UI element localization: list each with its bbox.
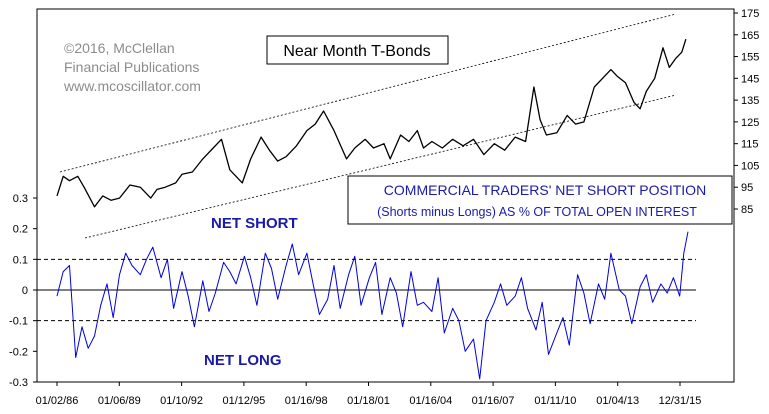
cot-net-short-series-line	[56, 231, 689, 380]
cot-title-box	[347, 175, 733, 225]
cot-subtitle: (Shorts minus Longs) AS % OF TOTAL OPEN …	[377, 205, 697, 219]
date-tick-label: 12/31/15	[659, 395, 702, 407]
price-tick-label: 85	[741, 204, 753, 216]
title-box	[266, 35, 449, 65]
price-tick-label: 145	[741, 73, 759, 85]
price-tick-label: 175	[741, 8, 759, 20]
date-tick-label: 01/04/13	[596, 395, 639, 407]
price-tick-label: 165	[741, 30, 759, 42]
date-axis-ticks: 01/02/86 01/06/89 01/10/92 01/12/95 01/16/98…	[36, 382, 702, 407]
cot-tick-label: 0.1	[13, 254, 28, 266]
price-tick-label: 95	[741, 182, 753, 194]
date-tick-label: 01/16/04	[409, 395, 452, 407]
cot-reference-lines	[37, 258, 696, 322]
cot-tick-label: 0.2	[13, 224, 28, 236]
date-tick-label: 01/10/92	[160, 395, 203, 407]
cot-axis-ticks: -0.3 -0.2 -0.1 0 0.1 0.2 0.3	[9, 193, 37, 389]
date-tick-label: 01/16/07	[472, 395, 515, 407]
cot-tick-label: -0.1	[9, 316, 28, 328]
price-tick-label: 125	[741, 117, 759, 129]
channel-upper	[59, 13, 677, 173]
date-tick-label: 01/12/95	[222, 395, 265, 407]
price-tick-label: 115	[741, 139, 759, 151]
price-tick-label: 105	[741, 160, 759, 172]
copyright-line-3: www.mcoscillator.com	[63, 78, 201, 94]
cot-tick-label: -0.3	[9, 377, 28, 389]
copyright-line-2: Financial Publications	[64, 59, 199, 75]
cot-tick-label: 0	[22, 285, 28, 297]
price-axis-ticks: 85 95 105 115 125 135 145 155 165 175	[734, 8, 759, 216]
copyright-line-1: ©2016, McClellan	[64, 40, 175, 56]
date-tick-label: 01/02/86	[36, 395, 79, 407]
date-tick-label: 01/06/89	[98, 395, 141, 407]
date-tick-label: 01/18/01	[347, 395, 390, 407]
price-tick-label: 155	[741, 52, 759, 64]
bond-price-series-line	[56, 38, 687, 208]
chart-title: Near Month T-Bonds	[283, 43, 430, 60]
cot-tick-label: -0.2	[9, 346, 28, 358]
cot-tick-label: 0.3	[13, 193, 28, 205]
price-tick-label: 135	[741, 95, 759, 107]
channel-lower	[84, 94, 677, 239]
cot-title: COMMERCIAL TRADERS' NET SHORT POSITION	[384, 182, 706, 198]
net-short-label: NET SHORT	[211, 215, 298, 232]
date-tick-label: 01/11/10	[534, 395, 576, 407]
net-long-label: NET LONG	[204, 352, 282, 369]
date-tick-label: 01/16/98	[285, 395, 328, 407]
